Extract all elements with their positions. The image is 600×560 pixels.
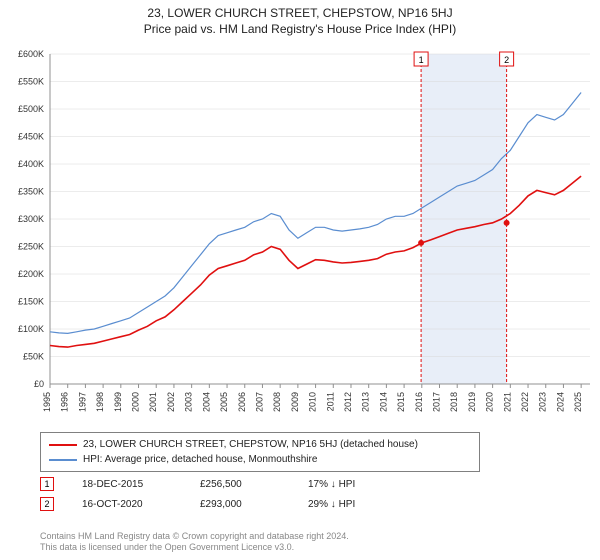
svg-text:2007: 2007 xyxy=(254,392,264,412)
legend-row-hpi: HPI: Average price, detached house, Monm… xyxy=(49,452,471,467)
svg-text:2014: 2014 xyxy=(378,392,388,412)
svg-text:2006: 2006 xyxy=(237,392,247,412)
svg-text:1: 1 xyxy=(419,55,424,65)
page-title: 23, LOWER CHURCH STREET, CHEPSTOW, NP16 … xyxy=(0,0,600,20)
svg-text:1999: 1999 xyxy=(113,392,123,412)
svg-text:2024: 2024 xyxy=(555,392,565,412)
svg-text:£50K: £50K xyxy=(23,352,44,362)
svg-text:2002: 2002 xyxy=(166,392,176,412)
event-delta: 17% ↓ HPI xyxy=(308,479,355,490)
event-date: 16-OCT-2020 xyxy=(82,499,172,510)
svg-text:£500K: £500K xyxy=(18,104,44,114)
event-marker-2: 2 xyxy=(40,497,54,511)
event-row: 2 16-OCT-2020 £293,000 29% ↓ HPI xyxy=(40,494,355,514)
legend-row-property: 23, LOWER CHURCH STREET, CHEPSTOW, NP16 … xyxy=(49,437,471,452)
svg-text:1997: 1997 xyxy=(77,392,87,412)
legend-swatch-hpi xyxy=(49,459,77,461)
event-marker-1: 1 xyxy=(40,477,54,491)
svg-text:2023: 2023 xyxy=(538,392,548,412)
svg-text:£600K: £600K xyxy=(18,49,44,59)
svg-text:2019: 2019 xyxy=(467,392,477,412)
svg-text:2005: 2005 xyxy=(219,392,229,412)
svg-text:£100K: £100K xyxy=(18,324,44,334)
svg-text:£0: £0 xyxy=(34,379,44,389)
svg-text:£450K: £450K xyxy=(18,132,44,142)
svg-text:£200K: £200K xyxy=(18,269,44,279)
svg-text:2020: 2020 xyxy=(485,392,495,412)
svg-text:1998: 1998 xyxy=(95,392,105,412)
svg-text:£550K: £550K xyxy=(18,77,44,87)
event-date: 18-DEC-2015 xyxy=(82,479,172,490)
svg-text:2022: 2022 xyxy=(520,392,530,412)
event-delta: 29% ↓ HPI xyxy=(308,499,355,510)
svg-text:2021: 2021 xyxy=(502,392,512,412)
legend-label-hpi: HPI: Average price, detached house, Monm… xyxy=(83,452,317,467)
svg-text:£400K: £400K xyxy=(18,159,44,169)
svg-text:1995: 1995 xyxy=(42,392,52,412)
svg-text:£150K: £150K xyxy=(18,297,44,307)
svg-text:2012: 2012 xyxy=(343,392,353,412)
svg-text:2004: 2004 xyxy=(201,392,211,412)
legend-swatch-property xyxy=(49,444,77,446)
svg-text:2000: 2000 xyxy=(131,392,141,412)
svg-text:2003: 2003 xyxy=(184,392,194,412)
legend-label-property: 23, LOWER CHURCH STREET, CHEPSTOW, NP16 … xyxy=(83,437,418,452)
attribution-line: This data is licensed under the Open Gov… xyxy=(40,542,349,554)
svg-text:£300K: £300K xyxy=(18,214,44,224)
svg-text:2009: 2009 xyxy=(290,392,300,412)
event-price: £256,500 xyxy=(200,479,280,490)
event-table: 1 18-DEC-2015 £256,500 17% ↓ HPI 2 16-OC… xyxy=(40,474,355,514)
chart-legend: 23, LOWER CHURCH STREET, CHEPSTOW, NP16 … xyxy=(40,432,480,472)
svg-text:2015: 2015 xyxy=(396,392,406,412)
svg-text:£250K: £250K xyxy=(18,242,44,252)
svg-text:£350K: £350K xyxy=(18,187,44,197)
svg-text:2018: 2018 xyxy=(449,392,459,412)
svg-text:2: 2 xyxy=(504,55,509,65)
svg-text:2017: 2017 xyxy=(432,392,442,412)
svg-text:2025: 2025 xyxy=(573,392,583,412)
svg-text:2011: 2011 xyxy=(325,392,335,411)
attribution-line: Contains HM Land Registry data © Crown c… xyxy=(40,531,349,543)
page-subtitle: Price paid vs. HM Land Registry's House … xyxy=(0,20,600,38)
svg-text:2001: 2001 xyxy=(148,392,158,412)
svg-text:2008: 2008 xyxy=(272,392,282,412)
svg-text:2016: 2016 xyxy=(414,392,424,412)
svg-text:1996: 1996 xyxy=(60,392,70,412)
svg-text:2010: 2010 xyxy=(308,392,318,412)
event-price: £293,000 xyxy=(200,499,280,510)
attribution: Contains HM Land Registry data © Crown c… xyxy=(40,531,349,554)
svg-text:2013: 2013 xyxy=(361,392,371,412)
event-row: 1 18-DEC-2015 £256,500 17% ↓ HPI xyxy=(40,474,355,494)
price-chart: £0 £50K £100K £150K £200K £250K £300K £350K £400… xyxy=(0,44,600,424)
